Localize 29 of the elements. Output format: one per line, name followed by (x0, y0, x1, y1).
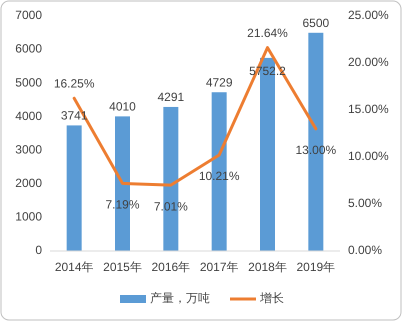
data-label: 6500 (302, 16, 330, 30)
y-tick-label: 1000 (15, 210, 42, 224)
data-label: 21.64% (247, 26, 288, 40)
data-label: 4010 (109, 100, 136, 114)
data-label: 4291 (157, 90, 184, 104)
x-tick-label: 2018年 (248, 260, 287, 274)
x-tick-label: 2016年 (151, 260, 190, 274)
y-tick-label: 3000 (15, 142, 42, 156)
x-tick-label: 2015年 (103, 260, 142, 274)
x-tick-label: 2019年 (296, 260, 336, 274)
legend-label: 产量，万吨 (150, 291, 210, 306)
y2-tick-label: 25.00% (348, 8, 390, 22)
data-label: 16.25% (54, 76, 95, 90)
y2-tick-label: 5.00% (348, 196, 382, 210)
y2-tick-label: 20.00% (348, 55, 390, 70)
y-tick-label: 5000 (15, 75, 42, 90)
y-tick-label: 2000 (15, 176, 42, 190)
y2-tick-label: 0.00% (348, 243, 382, 258)
y-tick-label: 7000 (15, 8, 42, 22)
y2-tick-label: 15.00% (348, 102, 390, 116)
y-tick-label: 4000 (15, 108, 42, 123)
x-tick-label: 2017年 (200, 260, 239, 274)
y-tick-label: 6000 (15, 42, 42, 56)
y2-tick-label: 10.00% (348, 149, 390, 164)
data-label: 4729 (206, 75, 233, 90)
x-tick-label: 2014年 (54, 260, 94, 274)
y-tick-label: 0 (35, 243, 42, 258)
legend-label: 增长 (259, 291, 284, 306)
data-label: 5752.2 (249, 64, 286, 78)
